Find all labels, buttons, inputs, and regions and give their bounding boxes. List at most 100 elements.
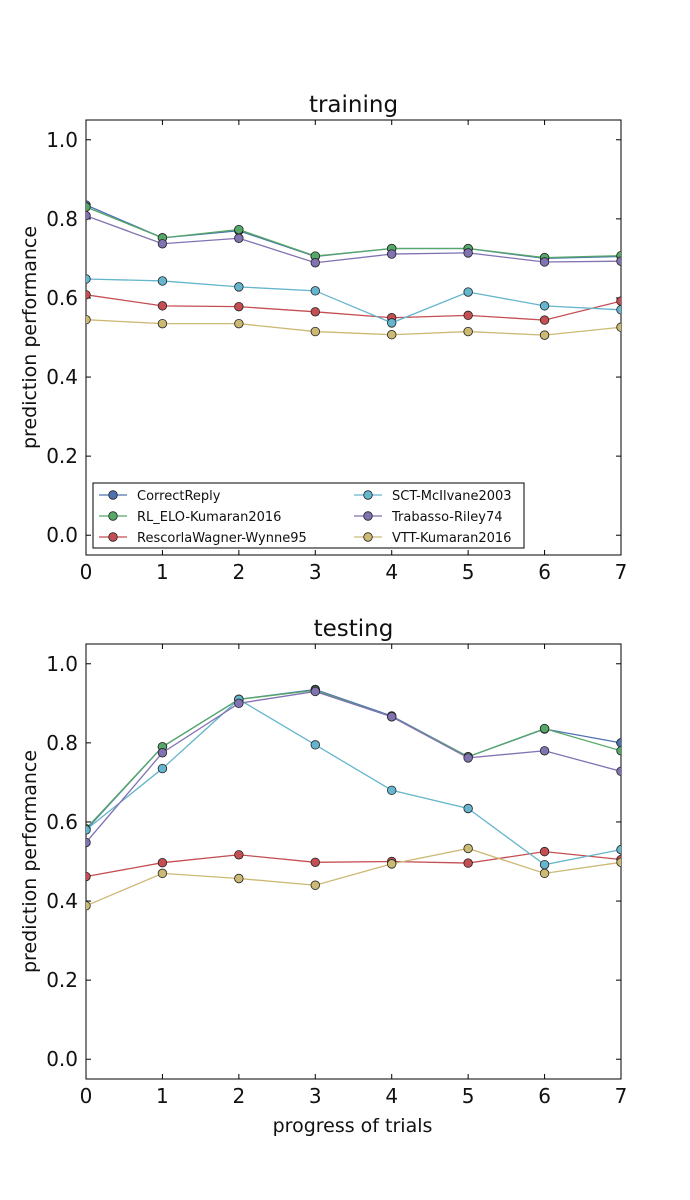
- data-point: [616, 857, 621, 867]
- data-point: [539, 859, 550, 870]
- legend-marker: [108, 490, 118, 500]
- series-rescorlawagner-wynne95: [86, 290, 621, 325]
- x-tick-label: 3: [309, 1084, 322, 1108]
- series-line: [86, 278, 621, 324]
- x-tick-label: 1: [156, 1084, 169, 1108]
- data-point: [616, 766, 621, 777]
- series-rl-elo-kumaran2016: [86, 685, 621, 834]
- data-point: [234, 850, 244, 860]
- legend-entry: RL_ELO-Kumaran2016: [99, 510, 281, 525]
- legend-label: VTT-Kumaran2016: [392, 531, 511, 546]
- series-line: [86, 698, 621, 866]
- legend-marker: [108, 511, 118, 521]
- y-tick-label: 0.4: [46, 889, 78, 913]
- legend-entry: VTT-Kumaran2016: [354, 531, 511, 546]
- data-point: [387, 712, 397, 722]
- chart-title: testing: [314, 616, 394, 642]
- legend-label: RescorlaWagner-Wynne95: [137, 531, 307, 546]
- x-tick-label: 2: [232, 560, 245, 584]
- data-point: [86, 202, 91, 212]
- testing-panel: testing 0.0 0.2 0.4 0.6 0.8 1.0 0 1 2 3 4 5 6 7 predict…: [19, 616, 627, 1137]
- y-tick-label: 0.8: [46, 731, 78, 755]
- series-trabasso-riley74: [86, 211, 621, 268]
- data-point: [310, 286, 320, 296]
- data-point: [86, 211, 91, 221]
- x-tick-label: 5: [462, 560, 475, 584]
- x-tick-label: 2: [232, 1084, 245, 1108]
- legend: CorrectReply RL_ELO-Kumaran2016 RescorlaWa…: [92, 482, 525, 549]
- y-tick-label: 0.2: [46, 444, 78, 468]
- x-tick-label: 0: [80, 1084, 93, 1108]
- training-panel: training 0.0 0.2 0.4 0.6 0.8 1.0 0 1 2 3 4 5 6 7 predic…: [19, 92, 627, 584]
- series-trabasso-riley74: [86, 686, 621, 848]
- data-point: [310, 326, 320, 337]
- legend-box: [92, 482, 525, 549]
- data-point: [86, 825, 91, 835]
- data-point: [310, 307, 320, 317]
- x-axis-label: progress of trials: [273, 1115, 433, 1137]
- data-point: [387, 318, 397, 328]
- data-point: [157, 301, 168, 311]
- legend-label: CorrectReply: [137, 489, 221, 504]
- x-tick-label: 4: [385, 560, 398, 584]
- legend-entry: RescorlaWagner-Wynne95: [99, 531, 307, 546]
- x-tick-label: 4: [385, 1084, 398, 1108]
- series-line: [86, 690, 621, 843]
- data-point: [463, 858, 473, 868]
- plot-area: [86, 684, 621, 911]
- legend-label: SCT-McIlvane2003: [392, 489, 512, 504]
- data-point: [539, 868, 550, 879]
- series-line: [86, 688, 621, 831]
- data-point: [539, 315, 550, 325]
- data-point: [539, 746, 550, 756]
- series-correctreply: [86, 684, 621, 835]
- data-point: [310, 740, 320, 750]
- data-point: [463, 803, 473, 814]
- data-point: [310, 857, 320, 867]
- data-point: [310, 686, 320, 697]
- series-line: [86, 215, 621, 264]
- x-tick-label: 5: [462, 1084, 475, 1108]
- series-vtt-kumaran2016: [86, 843, 621, 911]
- legend-marker: [108, 532, 118, 542]
- x-tick-label: 6: [538, 560, 551, 584]
- legend-entry: SCT-McIlvane2003: [354, 489, 512, 504]
- data-point: [616, 738, 621, 748]
- series-rescorlawagner-wynne95: [86, 846, 621, 882]
- legend-marker: [363, 511, 373, 521]
- data-point: [387, 249, 397, 259]
- data-point: [463, 326, 473, 337]
- legend-label: Trabasso-Riley74: [391, 510, 502, 525]
- data-point: [539, 846, 550, 857]
- y-tick-label: 0.6: [46, 286, 78, 310]
- data-point: [86, 871, 91, 882]
- data-point: [463, 843, 473, 854]
- x-tick-label: 7: [615, 560, 628, 584]
- y-tick-label: 0.2: [46, 968, 78, 992]
- x-tick-label: 7: [615, 1084, 628, 1108]
- data-point: [234, 318, 244, 329]
- data-point: [539, 330, 550, 340]
- legend-entry: Trabasso-Riley74: [354, 510, 502, 525]
- data-point: [234, 873, 244, 884]
- data-point: [86, 315, 91, 325]
- plot-frame: [85, 119, 622, 556]
- data-point: [234, 301, 244, 312]
- data-point: [463, 753, 473, 763]
- data-point: [539, 723, 550, 734]
- data-point: [387, 785, 397, 796]
- data-point: [157, 763, 168, 774]
- y-tick-label: 1.0: [46, 652, 78, 676]
- y-tick-label: 0.0: [46, 523, 78, 547]
- data-point: [616, 296, 621, 306]
- y-axis-label: prediction performance: [19, 750, 41, 973]
- y-axis-label: prediction performance: [19, 226, 41, 449]
- data-point: [86, 837, 91, 848]
- series-line: [86, 294, 621, 321]
- data-point: [86, 901, 91, 911]
- data-point: [616, 256, 621, 266]
- data-point: [157, 748, 168, 758]
- x-tick-label: 0: [80, 560, 93, 584]
